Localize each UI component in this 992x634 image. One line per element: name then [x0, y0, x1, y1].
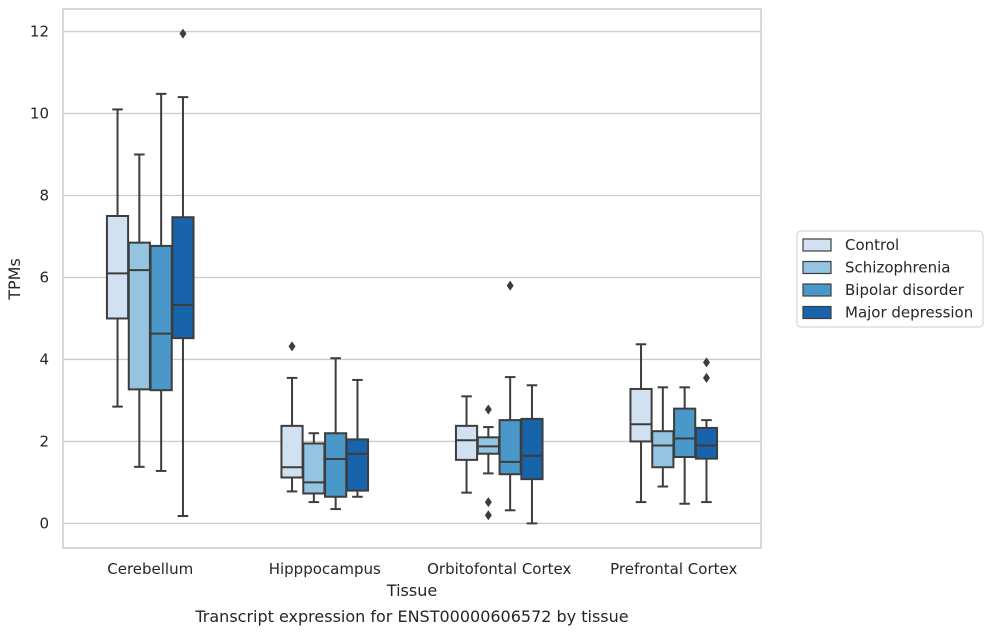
box-2-3	[673, 386, 697, 505]
iqr-box	[454, 424, 479, 461]
x-axis-label: Tissue	[386, 581, 437, 600]
iqr-box	[324, 432, 348, 498]
box-3-3	[694, 357, 719, 504]
y-tick-label: 12	[30, 23, 49, 41]
y-tick-label: 0	[39, 514, 49, 532]
iqr-box	[520, 417, 544, 481]
outlier-point	[484, 510, 492, 521]
legend-swatch	[802, 260, 832, 275]
iqr-box	[302, 442, 326, 495]
box-2-0	[149, 92, 173, 472]
iqr-box	[171, 216, 195, 340]
box-1-0	[127, 153, 151, 468]
legend-swatch	[802, 283, 832, 297]
legend-label: Control	[845, 236, 899, 254]
legend: Control Schizophrenia Bipolar disorder Majo…	[796, 230, 984, 328]
x-tick-label: Hipppocampus	[269, 560, 381, 578]
plot-frame	[62, 8, 762, 549]
y-tick-label: 10	[30, 105, 49, 123]
box-1-3	[651, 386, 675, 488]
legend-swatch	[802, 238, 832, 252]
iqr-box	[127, 241, 151, 391]
legend-label: Schizophrenia	[845, 259, 950, 277]
legend-label: Bipolar disorder	[845, 281, 965, 299]
box-0-3	[629, 343, 653, 504]
boxes	[105, 28, 719, 525]
box-2-1	[324, 357, 348, 511]
box-0-2	[454, 395, 479, 494]
iqr-box	[673, 407, 697, 459]
box-2-2	[498, 280, 522, 512]
outlier-point	[702, 372, 710, 383]
x-ticks: Cerebellum Hipppocampus Orbitofontal Corte…	[107, 560, 737, 578]
y-tick-label: 4	[39, 350, 49, 368]
box-3-0	[171, 28, 195, 518]
x-tick-label: Cerebellum	[107, 560, 193, 578]
y-tick-label: 8	[39, 186, 49, 204]
outlier-point	[179, 28, 187, 39]
box-0-1	[280, 341, 304, 493]
y-ticks: 0 2 4 6 8 10 12	[30, 23, 49, 533]
iqr-box	[280, 424, 304, 479]
iqr-box	[149, 244, 173, 392]
box-1-1	[302, 432, 326, 504]
y-axis-label: TPMs	[5, 258, 24, 301]
iqr-box	[651, 430, 675, 469]
y-tick-label: 2	[39, 432, 49, 450]
box-3-1	[345, 378, 370, 498]
legend-frame	[796, 230, 984, 328]
box-1-2	[476, 404, 500, 521]
outlier-point	[484, 497, 492, 508]
outlier-point	[506, 280, 514, 291]
outlier-point	[484, 404, 492, 415]
legend-swatch	[802, 305, 832, 320]
x-tick-label: Prefrontal Cortex	[610, 560, 737, 578]
outlier-point	[288, 341, 296, 352]
iqr-box	[105, 214, 130, 320]
iqr-box	[345, 438, 370, 492]
x-tick-label: Orbitofontal Cortex	[427, 560, 571, 578]
legend-label: Major depression	[845, 304, 973, 322]
iqr-box	[694, 426, 719, 460]
iqr-box	[498, 419, 522, 476]
outlier-point	[702, 357, 710, 368]
iqr-box	[629, 387, 653, 443]
y-tick-label: 6	[39, 268, 49, 286]
box-0-0	[105, 108, 130, 408]
box-3-2	[520, 384, 544, 525]
chart-caption: Transcript expression for ENST0000060657…	[194, 607, 628, 626]
